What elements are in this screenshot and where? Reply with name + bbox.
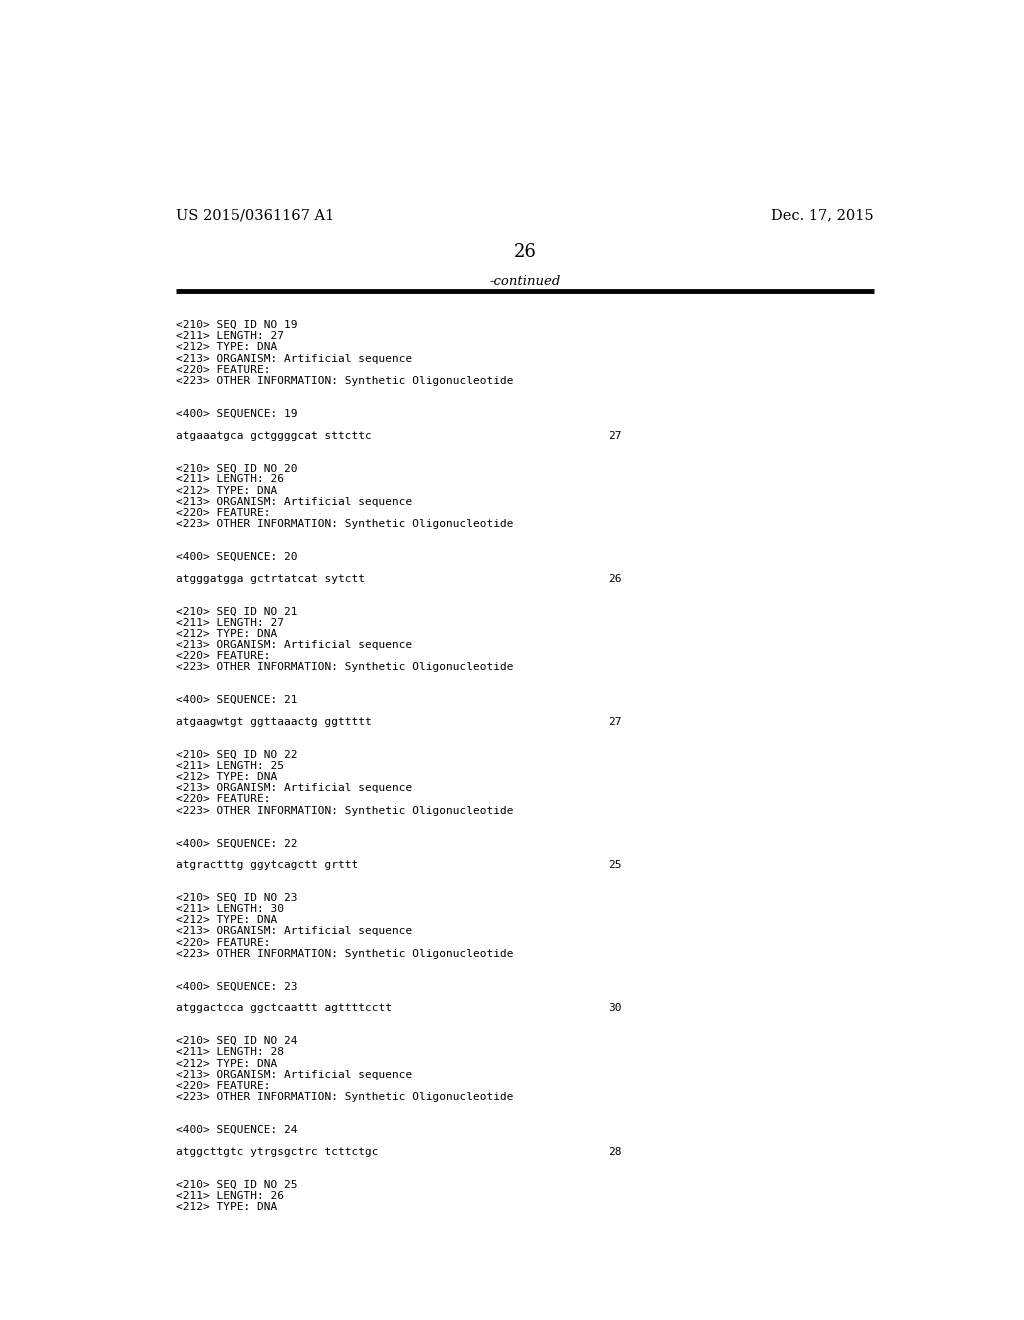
Text: <223> OTHER INFORMATION: Synthetic Oligonucleotide: <223> OTHER INFORMATION: Synthetic Oligo… <box>176 805 514 816</box>
Text: 26: 26 <box>608 574 622 583</box>
Text: <400> SEQUENCE: 21: <400> SEQUENCE: 21 <box>176 696 298 705</box>
Text: <223> OTHER INFORMATION: Synthetic Oligonucleotide: <223> OTHER INFORMATION: Synthetic Oligo… <box>176 519 514 529</box>
Text: <210> SEQ ID NO 19: <210> SEQ ID NO 19 <box>176 321 298 330</box>
Text: <210> SEQ ID NO 24: <210> SEQ ID NO 24 <box>176 1036 298 1047</box>
Text: 30: 30 <box>608 1003 622 1014</box>
Text: <213> ORGANISM: Artificial sequence: <213> ORGANISM: Artificial sequence <box>176 496 413 507</box>
Text: <220> FEATURE:: <220> FEATURE: <box>176 508 270 517</box>
Text: <212> TYPE: DNA: <212> TYPE: DNA <box>176 915 278 925</box>
Text: <220> FEATURE:: <220> FEATURE: <box>176 937 270 948</box>
Text: <211> LENGTH: 26: <211> LENGTH: 26 <box>176 1191 284 1201</box>
Text: <400> SEQUENCE: 23: <400> SEQUENCE: 23 <box>176 982 298 991</box>
Text: 27: 27 <box>608 717 622 727</box>
Text: <210> SEQ ID NO 20: <210> SEQ ID NO 20 <box>176 463 298 474</box>
Text: atgractttg ggytcagctt grttt: atgractttg ggytcagctt grttt <box>176 861 358 870</box>
Text: <212> TYPE: DNA: <212> TYPE: DNA <box>176 486 278 495</box>
Text: atgaaatgca gctggggcat sttcttc: atgaaatgca gctggggcat sttcttc <box>176 430 372 441</box>
Text: <213> ORGANISM: Artificial sequence: <213> ORGANISM: Artificial sequence <box>176 1069 413 1080</box>
Text: -continued: -continued <box>489 276 560 289</box>
Text: <400> SEQUENCE: 24: <400> SEQUENCE: 24 <box>176 1125 298 1135</box>
Text: <210> SEQ ID NO 23: <210> SEQ ID NO 23 <box>176 892 298 903</box>
Text: <212> TYPE: DNA: <212> TYPE: DNA <box>176 342 278 352</box>
Text: <210> SEQ ID NO 21: <210> SEQ ID NO 21 <box>176 607 298 616</box>
Text: <211> LENGTH: 28: <211> LENGTH: 28 <box>176 1047 284 1057</box>
Text: <223> OTHER INFORMATION: Synthetic Oligonucleotide: <223> OTHER INFORMATION: Synthetic Oligo… <box>176 376 514 385</box>
Text: atggcttgtc ytrgsgctrc tcttctgc: atggcttgtc ytrgsgctrc tcttctgc <box>176 1147 379 1156</box>
Text: 28: 28 <box>608 1147 622 1156</box>
Text: <212> TYPE: DNA: <212> TYPE: DNA <box>176 628 278 639</box>
Text: 25: 25 <box>608 861 622 870</box>
Text: <211> LENGTH: 27: <211> LENGTH: 27 <box>176 618 284 628</box>
Text: <400> SEQUENCE: 20: <400> SEQUENCE: 20 <box>176 552 298 562</box>
Text: <400> SEQUENCE: 19: <400> SEQUENCE: 19 <box>176 409 298 418</box>
Text: 27: 27 <box>608 430 622 441</box>
Text: <211> LENGTH: 26: <211> LENGTH: 26 <box>176 474 284 484</box>
Text: <220> FEATURE:: <220> FEATURE: <box>176 651 270 661</box>
Text: <210> SEQ ID NO 25: <210> SEQ ID NO 25 <box>176 1180 298 1189</box>
Text: 26: 26 <box>513 243 537 261</box>
Text: <223> OTHER INFORMATION: Synthetic Oligonucleotide: <223> OTHER INFORMATION: Synthetic Oligo… <box>176 663 514 672</box>
Text: atgaagwtgt ggttaaactg ggttttt: atgaagwtgt ggttaaactg ggttttt <box>176 717 372 727</box>
Text: <220> FEATURE:: <220> FEATURE: <box>176 364 270 375</box>
Text: <220> FEATURE:: <220> FEATURE: <box>176 1081 270 1090</box>
Text: <210> SEQ ID NO 22: <210> SEQ ID NO 22 <box>176 750 298 760</box>
Text: <213> ORGANISM: Artificial sequence: <213> ORGANISM: Artificial sequence <box>176 927 413 936</box>
Text: US 2015/0361167 A1: US 2015/0361167 A1 <box>176 209 334 223</box>
Text: <223> OTHER INFORMATION: Synthetic Oligonucleotide: <223> OTHER INFORMATION: Synthetic Oligo… <box>176 949 514 958</box>
Text: <212> TYPE: DNA: <212> TYPE: DNA <box>176 1059 278 1068</box>
Text: <212> TYPE: DNA: <212> TYPE: DNA <box>176 1201 278 1212</box>
Text: <213> ORGANISM: Artificial sequence: <213> ORGANISM: Artificial sequence <box>176 640 413 649</box>
Text: atgggatgga gctrtatcat sytctt: atgggatgga gctrtatcat sytctt <box>176 574 365 583</box>
Text: <212> TYPE: DNA: <212> TYPE: DNA <box>176 772 278 781</box>
Text: <400> SEQUENCE: 22: <400> SEQUENCE: 22 <box>176 838 298 849</box>
Text: <211> LENGTH: 25: <211> LENGTH: 25 <box>176 760 284 771</box>
Text: <211> LENGTH: 27: <211> LENGTH: 27 <box>176 331 284 342</box>
Text: <223> OTHER INFORMATION: Synthetic Oligonucleotide: <223> OTHER INFORMATION: Synthetic Oligo… <box>176 1092 514 1102</box>
Text: <213> ORGANISM: Artificial sequence: <213> ORGANISM: Artificial sequence <box>176 354 413 363</box>
Text: Dec. 17, 2015: Dec. 17, 2015 <box>771 209 873 223</box>
Text: <213> ORGANISM: Artificial sequence: <213> ORGANISM: Artificial sequence <box>176 783 413 793</box>
Text: <220> FEATURE:: <220> FEATURE: <box>176 795 270 804</box>
Text: <211> LENGTH: 30: <211> LENGTH: 30 <box>176 904 284 915</box>
Text: atggactcca ggctcaattt agttttcctt: atggactcca ggctcaattt agttttcctt <box>176 1003 392 1014</box>
